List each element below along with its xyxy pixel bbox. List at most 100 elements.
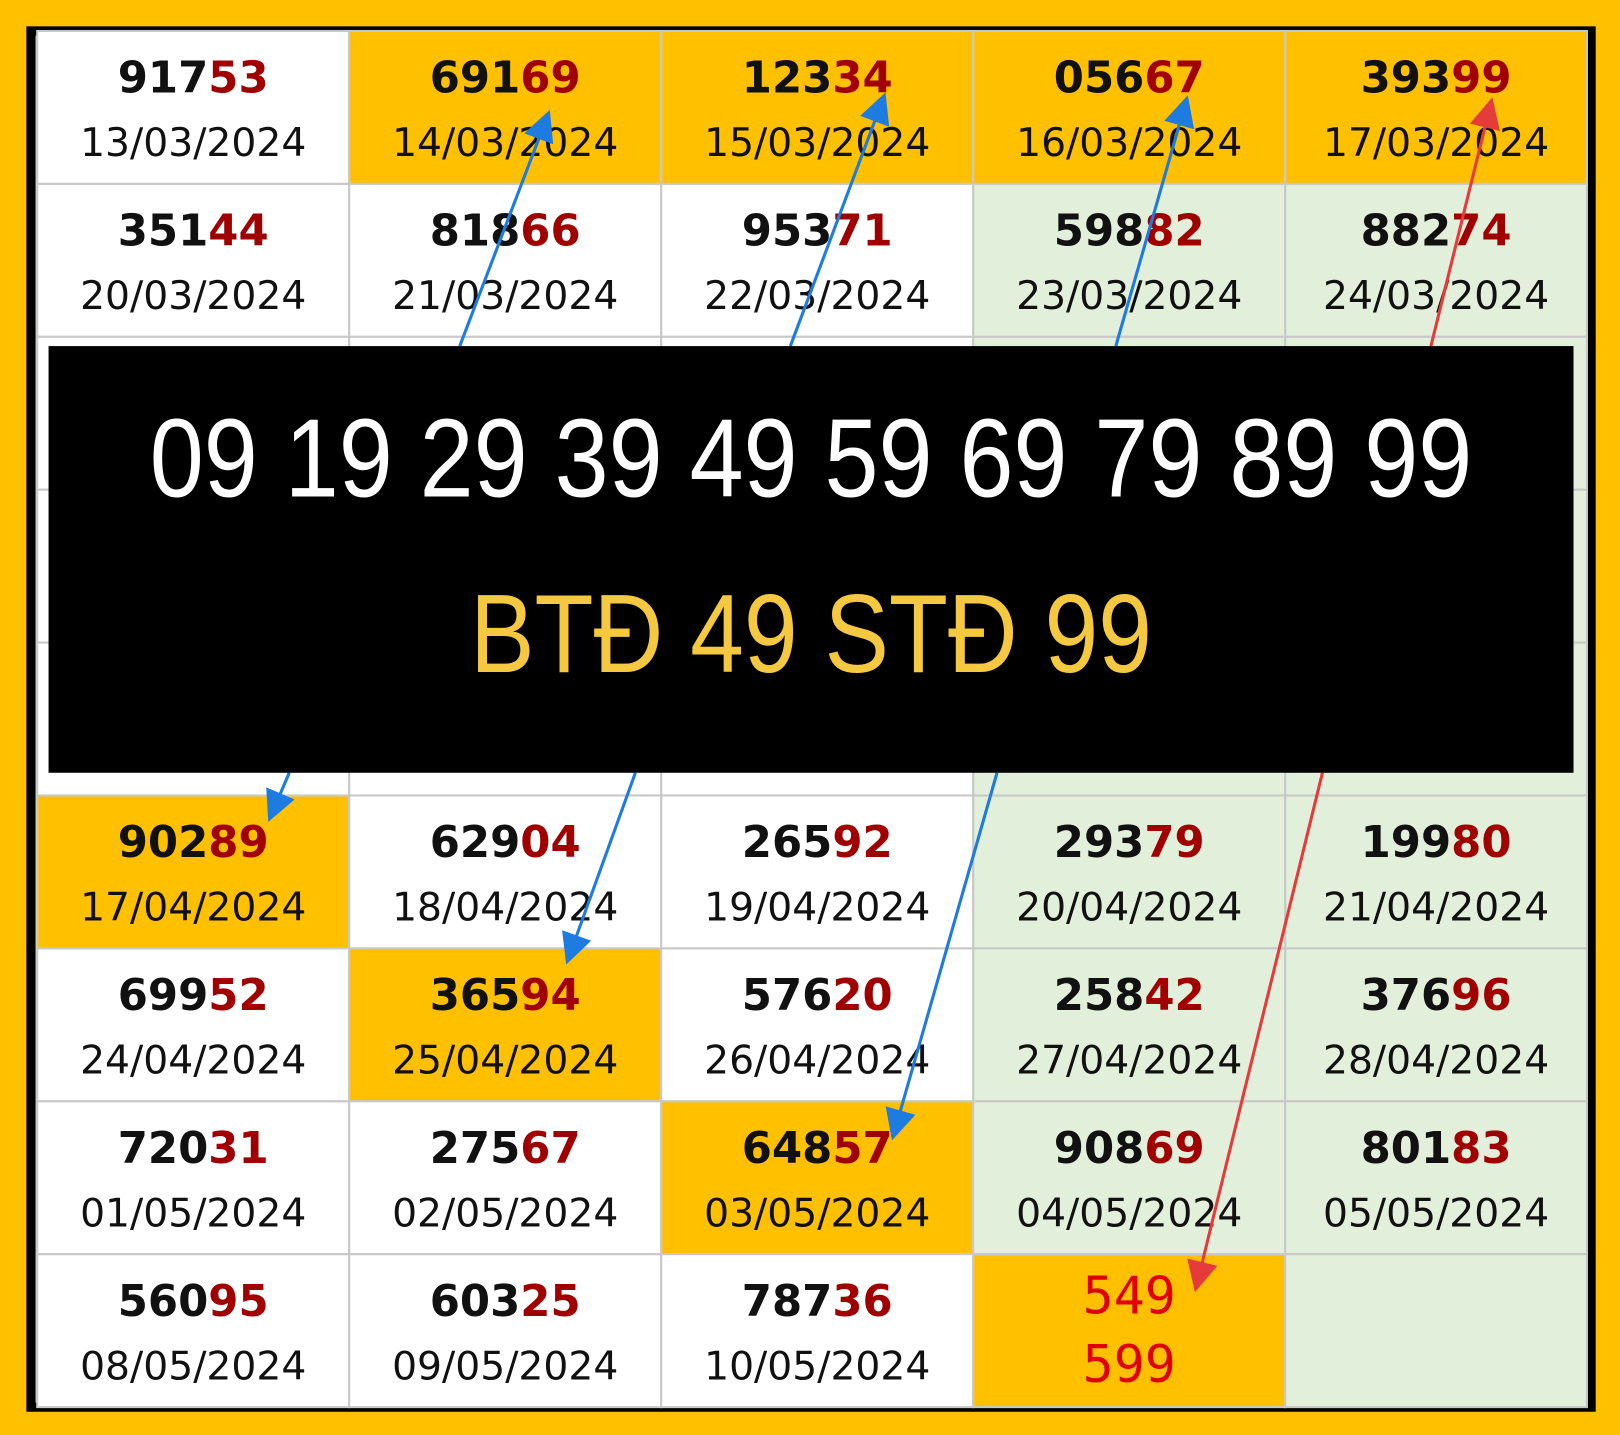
result-number: 88274 [1361,206,1512,256]
number-head: 258 [1054,970,1145,1020]
banner-numbers: 09 19 29 39 49 59 69 79 89 99 [150,395,1472,520]
special-number: 599 [1083,1335,1176,1395]
cell [660,947,975,1103]
result-number: 05667 [1054,53,1205,103]
number-head: 265 [742,818,833,868]
cell [348,1253,663,1409]
banner-summary: BTĐ 49 STĐ 99 [470,571,1152,696]
cell [348,947,663,1103]
result-date: 27/04/2024 [1016,1039,1242,1084]
result-number: 90289 [118,818,269,868]
result-number: 35144 [118,206,269,256]
number-head: 917 [118,53,209,103]
number-head: 603 [430,1276,521,1326]
result-number: 64857 [742,1123,893,1173]
number-head: 902 [118,818,209,868]
cell [36,29,351,185]
number-tail: 69 [1144,1123,1204,1173]
result-number: 25842 [1054,970,1205,1020]
result-date: 02/05/2024 [392,1191,618,1236]
cell [1284,794,1588,950]
result-number: 36594 [430,970,581,1020]
cell [36,182,351,338]
result-date: 10/05/2024 [704,1344,930,1389]
number-head: 691 [430,53,521,103]
number-tail: 96 [1451,970,1511,1020]
result-date: 20/04/2024 [1016,886,1242,931]
result-date: 21/03/2024 [392,274,618,319]
result-date: 26/04/2024 [704,1039,930,1084]
number-head: 882 [1361,206,1452,256]
result-date: 05/05/2024 [1323,1191,1549,1236]
number-tail: 42 [1144,970,1204,1020]
result-date: 28/04/2024 [1323,1039,1549,1084]
result-date: 24/04/2024 [80,1039,306,1084]
number-tail: 67 [520,1123,580,1173]
result-number: 29379 [1054,818,1205,868]
cell [972,182,1287,338]
result-date: 21/04/2024 [1323,886,1549,931]
result-number: 60325 [430,1276,581,1326]
number-tail: 83 [1451,1123,1511,1173]
number-head: 199 [1361,818,1452,868]
number-tail: 20 [832,970,892,1020]
result-date: 15/03/2024 [704,121,930,166]
number-tail: 25 [520,1276,580,1326]
cell [1284,1100,1588,1256]
result-date: 16/03/2024 [1016,121,1242,166]
number-tail: 69 [520,53,580,103]
result-date: 01/05/2024 [80,1191,306,1236]
result-date: 25/04/2024 [392,1039,618,1084]
number-head: 275 [430,1123,521,1173]
number-tail: 52 [208,970,268,1020]
number-tail: 31 [208,1123,268,1173]
number-head: 801 [1361,1123,1452,1173]
result-number: 56095 [118,1276,269,1326]
result-number: 37696 [1361,970,1512,1020]
cell [348,29,663,185]
result-number: 80183 [1361,1123,1512,1173]
result-number: 19980 [1361,818,1512,868]
result-date: 09/05/2024 [392,1344,618,1389]
number-tail: 79 [1144,818,1204,868]
number-tail: 04 [520,818,580,868]
result-number: 78736 [742,1276,893,1326]
number-head: 953 [742,206,833,256]
number-tail: 57 [832,1123,892,1173]
result-number: 39399 [1361,53,1512,103]
cell [660,794,975,950]
result-number: 91753 [118,53,269,103]
number-tail: 34 [832,53,892,103]
result-date: 17/03/2024 [1323,121,1549,166]
result-date: 13/03/2024 [80,121,306,166]
number-tail: 71 [832,206,892,256]
number-tail: 36 [832,1276,892,1326]
cell [972,794,1287,950]
result-date: 04/05/2024 [1016,1191,1242,1236]
cell [36,1253,351,1409]
result-date: 18/04/2024 [392,886,618,931]
number-head: 376 [1361,970,1452,1020]
banner [48,346,1574,773]
cell [660,1100,975,1256]
cell [660,29,975,185]
number-head: 598 [1054,206,1145,256]
number-head: 576 [742,970,833,1020]
number-head: 648 [742,1123,833,1173]
number-tail: 99 [1451,53,1511,103]
result-number: 69169 [430,53,581,103]
number-head: 393 [1361,53,1452,103]
result-number: 26592 [742,818,893,868]
number-head: 629 [430,818,521,868]
cell [1284,1253,1588,1409]
result-number: 12334 [742,53,893,103]
result-date: 17/04/2024 [80,886,306,931]
number-head: 365 [430,970,521,1020]
number-tail: 92 [832,818,892,868]
number-tail: 89 [208,818,268,868]
result-number: 90869 [1054,1123,1205,1173]
cell [1284,947,1588,1103]
cell [660,182,975,338]
result-number: 62904 [430,818,581,868]
